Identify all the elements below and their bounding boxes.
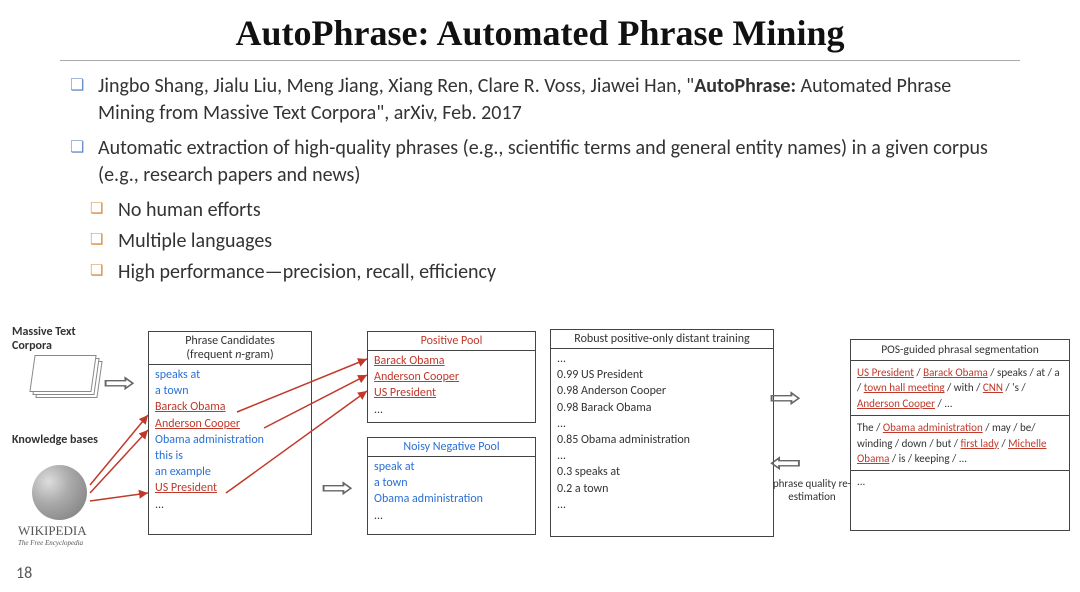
negative-header: Noisy Negative Pool xyxy=(368,438,535,457)
paper-stack-icon xyxy=(32,355,102,400)
pos-dots: ... xyxy=(851,471,1069,492)
negative-pool-box: Noisy Negative Pool speak ata townObama … xyxy=(367,437,536,535)
list-item: an example xyxy=(155,464,305,480)
positive-pool-box: Positive Pool Barack ObamaAnderson Coope… xyxy=(367,331,536,423)
list-item: ... xyxy=(374,402,529,418)
list-item: 0.99 US President xyxy=(557,367,767,383)
list-item: ... xyxy=(557,351,767,367)
content-area: Jingbo Shang, Jialu Liu, Meng Jiang, Xia… xyxy=(0,73,1080,286)
positive-header: Positive Pool xyxy=(368,332,535,351)
arrow-icon: ⇨ xyxy=(321,470,354,505)
list-item: Anderson Cooper xyxy=(155,416,305,432)
pos-segment-1: US President / Barack Obama / speaks / a… xyxy=(851,361,1069,416)
sub-bullet-1: No human efforts xyxy=(90,197,1010,224)
wikipedia-label: WIKIPEDIA The Free Encyclopedia xyxy=(18,523,87,547)
diagram: Massive Text Corpora Knowledge bases WIK… xyxy=(12,325,1068,585)
robust-header: Robust positive-only distant training xyxy=(551,330,773,349)
list-item: ... xyxy=(557,416,767,432)
arrow-icon: ⇨ xyxy=(769,380,802,415)
slide-title: AutoPhrase: Automated Phrase Mining xyxy=(0,0,1080,60)
list-item: 0.2 a town xyxy=(557,481,767,497)
list-item: 0.85 Obama administration xyxy=(557,432,767,448)
list-item: US President xyxy=(155,480,305,496)
citation-bold: AutoPhrase: xyxy=(694,74,796,98)
list-item: speak at xyxy=(374,459,529,475)
list-item: Obama administration xyxy=(374,491,529,507)
title-rule xyxy=(60,60,1020,61)
pos-segment-2: The / Obama administration / may / be/ w… xyxy=(851,416,1069,471)
citation-prefix: Jingbo Shang, Jialu Liu, Meng Jiang, Xia… xyxy=(98,74,694,98)
list-item: 0.3 speaks at xyxy=(557,464,767,480)
phrase-candidates-box: Phrase Candidates (frequent n-gram) spea… xyxy=(148,331,312,535)
list-item: Obama administration xyxy=(155,432,305,448)
sub-bullet-3: High performance—precision, recall, effi… xyxy=(90,259,1010,286)
sub-bullet-list: No human efforts Multiple languages High… xyxy=(90,197,1010,286)
pos-guided-box: POS-guided phrasal segmentation US Presi… xyxy=(850,339,1070,531)
list-item: a town xyxy=(374,475,529,491)
list-item: this is xyxy=(155,448,305,464)
arrow-icon: ⇨ xyxy=(103,365,136,400)
list-item: Barack Obama xyxy=(374,353,529,369)
list-item: a town xyxy=(155,383,305,399)
pos-header: POS-guided phrasal segmentation xyxy=(851,340,1069,361)
top-bullet-list: Jingbo Shang, Jialu Liu, Meng Jiang, Xia… xyxy=(70,73,1010,189)
bullet-citation: Jingbo Shang, Jialu Liu, Meng Jiang, Xia… xyxy=(70,73,1010,127)
list-item: 0.98 Barack Obama xyxy=(557,400,767,416)
list-item: ... xyxy=(155,497,305,513)
robust-training-box: Robust positive-only distant training ..… xyxy=(550,329,774,537)
sub-bullet-2: Multiple languages xyxy=(90,228,1010,255)
list-item: speaks at xyxy=(155,367,305,383)
list-item: Anderson Cooper xyxy=(374,369,529,385)
page-number: 18 xyxy=(16,564,32,583)
list-item: 0.98 Anderson Cooper xyxy=(557,383,767,399)
list-item: US President xyxy=(374,385,529,401)
list-item: ... xyxy=(557,497,767,513)
arrow-icon: ⇦ xyxy=(769,445,802,480)
bullet-description: Automatic extraction of high-quality phr… xyxy=(70,135,1010,189)
candidates-header: Phrase Candidates (frequent n-gram) xyxy=(149,332,311,365)
kb-label: Knowledge bases xyxy=(12,433,122,447)
list-item: ... xyxy=(374,508,529,524)
corpora-label: Massive Text Corpora xyxy=(12,325,102,353)
phrase-quality-label: phrase quality re-estimation xyxy=(772,477,852,503)
list-item: Barack Obama xyxy=(155,399,305,415)
list-item: ... xyxy=(557,448,767,464)
wikipedia-globe-icon xyxy=(32,465,87,520)
